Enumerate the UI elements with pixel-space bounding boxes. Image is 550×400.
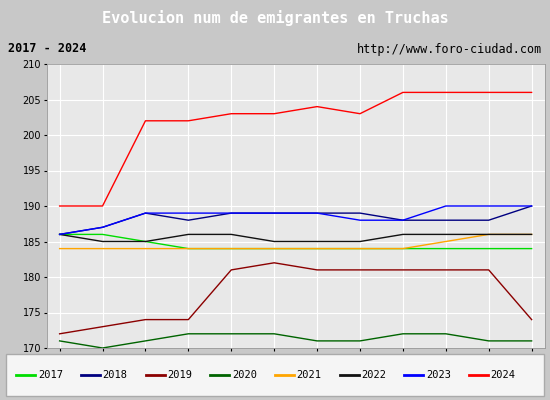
Text: 2024: 2024 — [491, 370, 515, 380]
Text: 2022: 2022 — [361, 370, 386, 380]
Text: http://www.foro-ciudad.com: http://www.foro-ciudad.com — [356, 42, 542, 56]
FancyBboxPatch shape — [6, 354, 544, 396]
Text: Evolucion num de emigrantes en Truchas: Evolucion num de emigrantes en Truchas — [102, 10, 448, 26]
Text: 2023: 2023 — [426, 370, 451, 380]
Text: 2017 - 2024: 2017 - 2024 — [8, 42, 87, 56]
Text: 2017: 2017 — [38, 370, 63, 380]
Text: 2021: 2021 — [296, 370, 322, 380]
Text: 2019: 2019 — [167, 370, 192, 380]
Text: 2020: 2020 — [232, 370, 257, 380]
Text: 2018: 2018 — [102, 370, 128, 380]
